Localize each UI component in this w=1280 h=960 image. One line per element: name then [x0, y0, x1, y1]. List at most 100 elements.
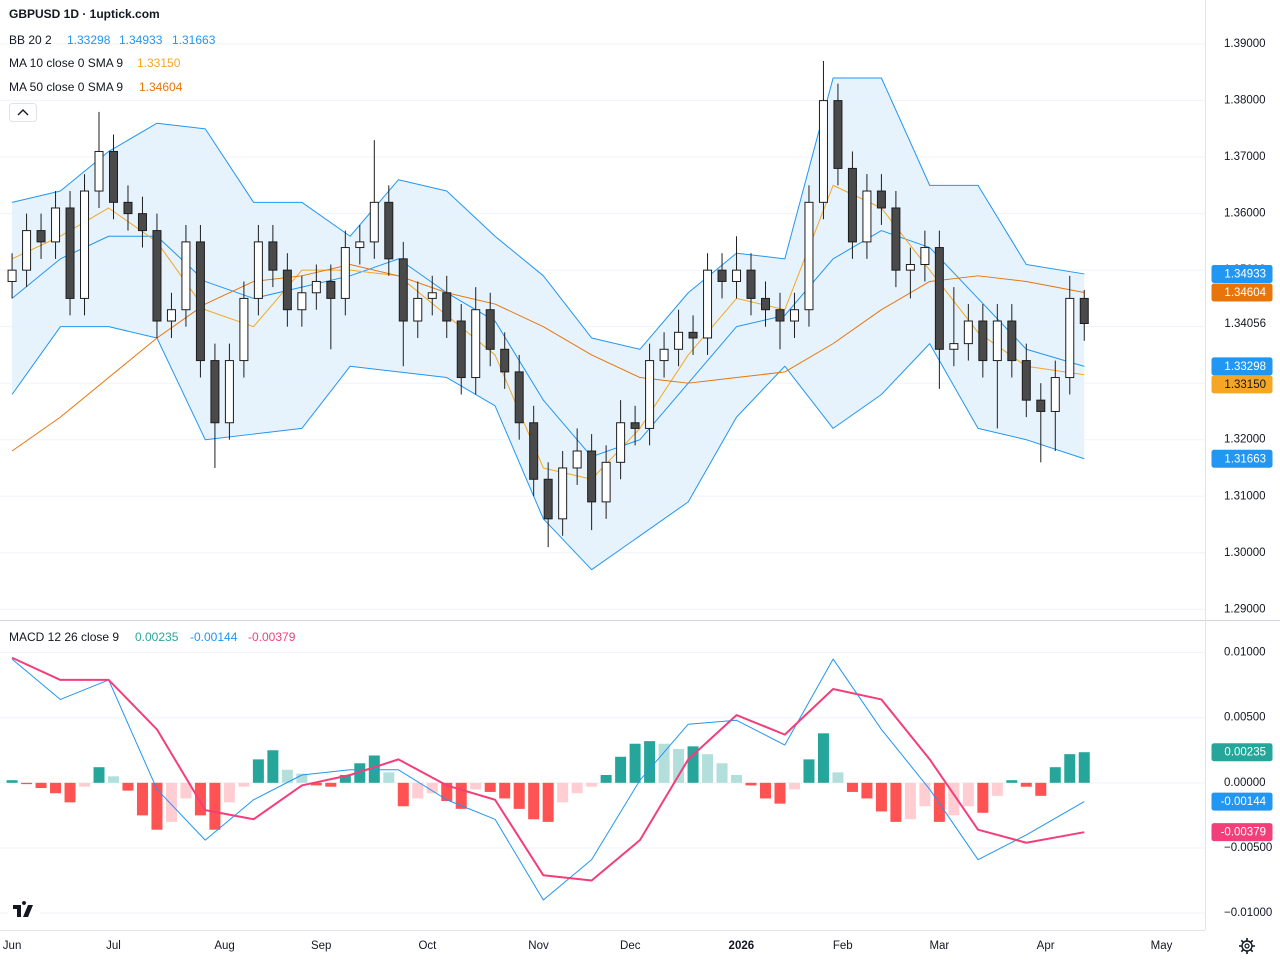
- histogram-bar: [470, 782, 482, 790]
- price-badge: [1211, 264, 1273, 283]
- candle-body: [500, 348, 510, 373]
- candle-body: [369, 201, 379, 243]
- candle-body: [152, 230, 162, 322]
- y-tick-label: 1.38000: [1224, 95, 1266, 107]
- histogram-bar: [281, 769, 293, 783]
- x-tick-label: Sep: [311, 940, 331, 952]
- x-tick-label: Nov: [528, 940, 549, 952]
- logo-mark[interactable]: [13, 901, 33, 917]
- y-tick-label: 1.31000: [1224, 490, 1266, 502]
- histogram-bar: [136, 782, 148, 816]
- candle-body: [659, 348, 669, 362]
- settings-icon[interactable]: [1244, 943, 1250, 949]
- histogram-bar: [35, 782, 47, 789]
- candle-body: [732, 269, 742, 282]
- candle-body: [253, 241, 263, 299]
- histogram-bar: [383, 772, 395, 783]
- candle-body: [862, 190, 872, 243]
- candle-body: [674, 331, 684, 350]
- histogram-bar: [180, 782, 192, 799]
- y-tick-label: −0.00500: [1224, 842, 1272, 854]
- histogram-bar: [50, 782, 62, 794]
- histogram-bar: [93, 767, 105, 783]
- candle-body: [688, 331, 698, 339]
- candle-body: [181, 241, 191, 311]
- macd-line: [11, 658, 1085, 901]
- legend-value: -0.00144: [190, 630, 238, 644]
- histogram-bar: [890, 782, 902, 822]
- legend-value: 1.34604: [139, 80, 183, 94]
- histogram-bar: [267, 750, 279, 783]
- histogram-bar: [731, 775, 743, 783]
- histogram-bar: [484, 782, 496, 792]
- candle-body: [876, 190, 886, 209]
- candle-body: [442, 292, 452, 322]
- candle-body: [36, 230, 46, 243]
- histogram-bar: [615, 756, 627, 783]
- histogram-bar: [846, 782, 858, 792]
- legend-name: BB 20 2: [9, 33, 52, 47]
- candle-body: [558, 467, 568, 520]
- histogram-bar: [673, 748, 685, 783]
- y-tick-label: 0.00500: [1224, 712, 1266, 724]
- histogram-bar: [194, 782, 206, 816]
- candle-body: [210, 360, 220, 424]
- price-badge: [1211, 314, 1273, 333]
- histogram-bar: [354, 763, 366, 783]
- legend-name: MACD 12 26 close 9: [9, 630, 119, 644]
- collapse-icon[interactable]: [17, 109, 29, 116]
- histogram-bar: [325, 782, 337, 787]
- candle-body: [123, 201, 133, 215]
- histogram-bar: [79, 782, 91, 787]
- logo[interactable]: [8, 895, 40, 927]
- histogram-bar: [209, 782, 221, 830]
- settings-icon[interactable]: [1239, 938, 1255, 954]
- x-tick-label: 2026: [729, 940, 755, 952]
- y-tick-label: 1.36000: [1224, 208, 1266, 220]
- histogram-bar: [513, 782, 525, 809]
- candle-body: [587, 450, 597, 503]
- candle-body: [963, 320, 973, 345]
- candle-body: [1007, 320, 1017, 362]
- histogram-bar: [644, 741, 656, 783]
- candle-body: [65, 207, 75, 299]
- histogram-bar: [948, 782, 960, 816]
- candle-body: [384, 201, 394, 260]
- x-tick-label: Apr: [1037, 940, 1055, 952]
- price-badge: [1211, 283, 1273, 302]
- x-tick-label: Oct: [418, 940, 437, 952]
- x-tick-label: Feb: [833, 940, 853, 952]
- histogram-bar: [339, 775, 351, 783]
- candle-body: [934, 247, 944, 350]
- legend-value: 1.34933: [119, 33, 163, 47]
- histogram-bar: [702, 754, 714, 783]
- histogram-bar: [745, 782, 757, 786]
- histogram-bar: [557, 782, 569, 803]
- candle-body: [108, 150, 118, 203]
- candle-body: [804, 201, 814, 311]
- histogram-bar: [528, 782, 540, 820]
- histogram-bar: [832, 772, 844, 783]
- axis-layer: Jun Jul Aug Sep Oct Nov Dec 2026 Feb Mar Apr May 1.3…: [3, 38, 1273, 952]
- histogram-bar: [21, 782, 33, 785]
- settings-button[interactable]: [1239, 938, 1255, 954]
- candle-body: [22, 230, 32, 271]
- candle-body: [514, 371, 524, 424]
- candle-body: [616, 422, 626, 463]
- candle-body: [543, 478, 553, 520]
- logo-bg[interactable]: [8, 895, 40, 927]
- candle-body: [268, 241, 278, 271]
- candle-body: [703, 269, 713, 339]
- candle-body: [818, 100, 828, 203]
- collapse-button-frame[interactable]: [9, 103, 37, 122]
- collapse-button[interactable]: [9, 103, 37, 122]
- candle-body: [326, 280, 336, 299]
- histogram-bar: [716, 763, 728, 783]
- histogram-bar: [64, 782, 76, 803]
- candle-body: [485, 309, 495, 350]
- candle-body: [789, 309, 799, 322]
- candle-body: [1079, 297, 1089, 325]
- candle-body: [949, 343, 959, 350]
- y-tick-label: 0.00000: [1224, 777, 1266, 789]
